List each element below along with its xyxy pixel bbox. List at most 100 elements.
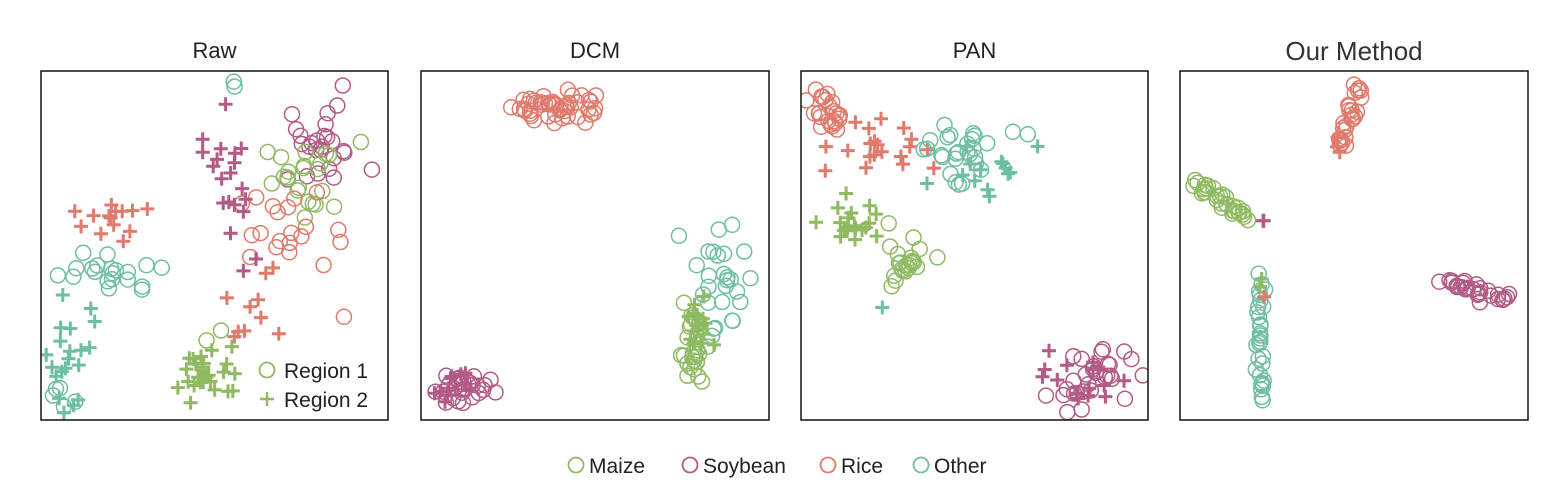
point-circle-marker (293, 135, 311, 153)
point-circle-marker (735, 243, 753, 260)
point-plus-marker (227, 366, 242, 381)
point-circle-marker (279, 198, 297, 216)
point-plus-marker (861, 121, 876, 136)
point-plus-marker (1253, 279, 1267, 294)
point-circle-marker (99, 273, 116, 290)
panel-frame (1179, 70, 1529, 421)
point-circle-marker (272, 148, 290, 166)
point-circle-marker (308, 184, 326, 201)
point-circle-marker (247, 189, 265, 206)
point-plus-marker (183, 395, 198, 410)
point-plus-marker (249, 252, 263, 266)
point-circle-marker (1253, 388, 1271, 406)
point-plus-marker (839, 186, 854, 201)
point-circle-marker (119, 271, 137, 288)
point-circle-marker (722, 271, 739, 288)
point-circle-marker (1059, 403, 1076, 420)
point-plus-marker (234, 141, 249, 156)
point-plus-marker (862, 216, 877, 231)
point-circle-marker (316, 127, 333, 145)
point-plus-marker (1254, 272, 1269, 286)
point-circle-marker (521, 105, 539, 122)
point-circle-marker (723, 216, 741, 234)
point-plus-marker (833, 229, 848, 244)
point-plus-marker (214, 171, 229, 186)
point-plus-marker (207, 382, 222, 397)
point-circle-marker (133, 281, 151, 298)
point-circle-marker (297, 218, 315, 236)
point-plus-marker (1050, 373, 1065, 387)
legend-label: Region 2 (284, 389, 368, 412)
point-plus-marker (686, 336, 701, 351)
point-plus-marker (219, 357, 234, 371)
point-plus-marker (1042, 343, 1056, 358)
point-plus-marker (841, 210, 856, 225)
point-plus-marker (237, 323, 252, 338)
point-plus-marker (1030, 139, 1045, 154)
point-circle-marker (817, 91, 834, 109)
legend-label-other: Other (934, 455, 987, 478)
point-plus-marker (83, 301, 98, 316)
point-plus-marker (980, 182, 995, 197)
point-plus-marker (973, 162, 988, 177)
point-plus-marker (54, 364, 69, 379)
point-circle-marker (1494, 291, 1511, 309)
panel-title: Raw (192, 38, 236, 63)
point-plus-marker (1081, 388, 1096, 403)
point-plus-marker (438, 394, 452, 409)
point-plus-marker (869, 229, 884, 244)
point-circle-marker (709, 247, 726, 264)
point-plus-marker (266, 260, 280, 275)
point-circle-marker (1073, 401, 1090, 418)
point-plus-marker (213, 141, 228, 156)
point-circle-marker (304, 195, 322, 213)
point-circle-marker (49, 267, 67, 284)
point-circle-marker (705, 243, 722, 261)
panel-title: PAN (953, 38, 997, 63)
panel-frame (40, 70, 389, 421)
point-plus-marker (959, 139, 974, 154)
point-circle-marker (1255, 372, 1272, 389)
point-plus-marker (140, 201, 155, 216)
point-circle-marker (334, 77, 352, 94)
legend-plus-marker (260, 392, 274, 406)
point-circle-marker (1004, 123, 1022, 141)
panel-raw: Raw Region 1 Region 2 (40, 38, 389, 421)
point-plus-marker (874, 111, 888, 126)
point-circle-marker (675, 294, 693, 312)
point-circle-marker (880, 215, 897, 232)
point-plus-marker (195, 145, 210, 160)
point-plus-marker (1330, 130, 1345, 145)
panel-frame (800, 70, 1149, 421)
point-circle-marker (1249, 298, 1267, 316)
point-circle-marker (275, 168, 293, 186)
point-circle-marker (918, 140, 936, 157)
point-circle-marker (352, 133, 370, 151)
point-circle-marker (1102, 367, 1119, 385)
point-plus-marker (896, 121, 911, 135)
point-circle-marker (502, 99, 520, 116)
point-circle-marker (68, 259, 85, 277)
point-plus-marker (223, 166, 238, 180)
point-circle-marker (892, 254, 909, 271)
point-circle-marker (119, 263, 137, 281)
point-circle-marker (1343, 102, 1361, 119)
point-circle-marker (1213, 199, 1231, 216)
point-circle-marker (670, 227, 688, 245)
scatter-points (427, 81, 759, 412)
point-circle-marker (823, 93, 841, 111)
point-circle-marker (1224, 205, 1241, 222)
point-circle-marker (296, 209, 314, 226)
point-circle-marker (1249, 304, 1266, 321)
point-circle-marker (1196, 183, 1214, 201)
legend-swatch-other (912, 456, 930, 474)
point-plus-marker (87, 314, 102, 329)
point-circle-marker (887, 272, 904, 289)
point-plus-marker (818, 139, 833, 154)
point-circle-marker (690, 345, 708, 362)
point-circle-marker (325, 169, 343, 186)
point-circle-marker (536, 94, 554, 112)
point-plus-marker (920, 142, 935, 157)
legend-circle-marker (258, 361, 276, 379)
point-plus-marker (1117, 373, 1131, 388)
